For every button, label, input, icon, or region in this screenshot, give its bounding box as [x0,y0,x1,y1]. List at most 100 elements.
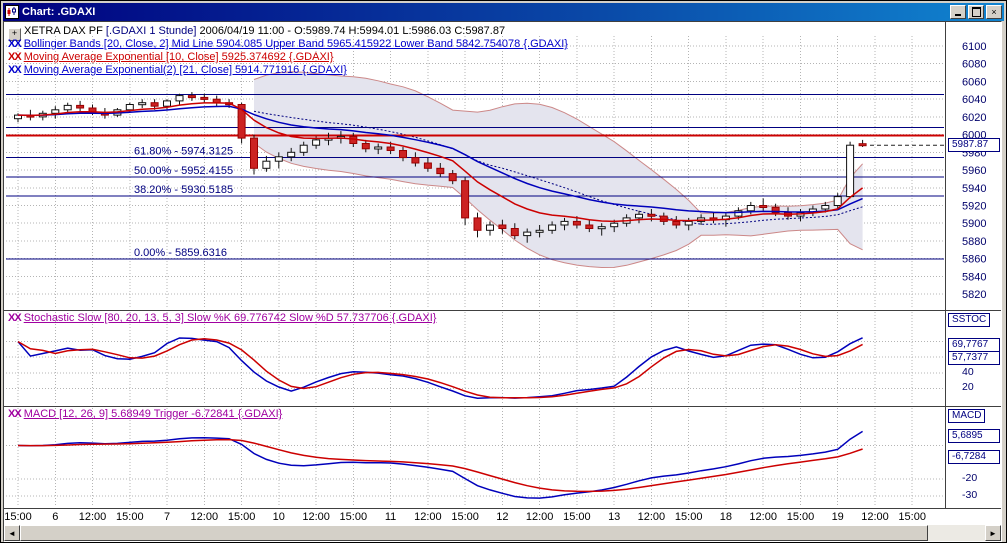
scrollbar-thumb[interactable] [20,525,928,541]
macd-axis-m20: -20 [962,472,978,484]
ema21-line [17,105,863,214]
remove-indicator-icon[interactable]: XX [8,408,22,420]
close-icon: × [991,6,997,17]
stochastic-lines [6,337,944,399]
candle [250,137,258,169]
macd-trigger-box: -6,7284 [948,450,1000,464]
stoch-axis-40: 40 [962,366,974,378]
macd-header[interactable]: XX MACD [12, 26, 9] 5.68949 Trigger -6.72… [8,408,282,420]
price-tick-label: 5940 [962,183,986,195]
candle [846,144,855,198]
candle [299,144,308,153]
scrollbar-right-button[interactable]: ► [985,525,1001,541]
time-tick-label: 15:00 [898,511,926,523]
time-tick-label: 15:00 [563,511,591,523]
candle [150,102,159,107]
time-tick-label: 6 [52,511,58,523]
time-tick-label: 15:00 [4,511,32,523]
candle [858,143,867,147]
remove-indicator-icon[interactable]: XX [8,312,22,324]
instrument-header[interactable]: + XETRA DAX PF [.GDAXI 1 Stunde] 2006/04/… [8,25,505,41]
candle [771,206,780,214]
macd-lines [6,430,944,499]
candle [461,180,470,219]
ema21-header[interactable]: XX Moving Average Exponential(2) [21, Clo… [8,64,347,76]
scrollbar-left-button[interactable]: ◄ [4,525,20,541]
time-tick-label: 18 [720,511,732,523]
time-tick-label: 12:00 [638,511,666,523]
candle [262,160,271,169]
panel-separators [4,22,1001,509]
instrument-symbol: [.GDAXI 1 Stunde] [105,25,197,37]
time-tick-label: 12:00 [79,511,107,523]
time-tick-label: 12:00 [861,511,889,523]
candle [672,220,681,226]
chart-canvas[interactable]: 6100608060606040602060005980596059405920… [4,22,1001,541]
candle [187,95,196,99]
bollinger-header-text: Bollinger Bands [20, Close, 2] Mid Line … [23,38,568,50]
candle [473,217,482,231]
time-tick-label: 13 [608,511,620,523]
candle [510,228,519,237]
stoch-axis-20: 20 [962,381,974,393]
ema10-header-text: Moving Average Exponential [10, Close] 5… [23,51,334,63]
horizontal-scrollbar[interactable]: ◄ ► [4,525,1001,541]
time-axis: 15:00 6 12:00 15:00 7 12:00 15:00 10 12:00 15:00 1… [4,36,926,523]
price-axis-box: 5987.87 [948,138,1000,152]
candle [125,104,134,111]
maximize-button[interactable] [968,5,984,19]
time-tick-label: 15:00 [787,511,815,523]
time-tick-label: 7 [164,511,170,523]
candle [423,162,432,169]
candle [560,220,569,226]
fib-level-label: 38.20% - 5930.5185 [134,184,233,196]
price-tick-label: 5960 [962,165,986,177]
remove-indicator-icon[interactable]: XX [8,51,22,63]
time-tick-label: 10 [273,511,285,523]
bollinger-header[interactable]: XX Bollinger Bands [20, Close, 2] Mid Lin… [8,38,568,50]
candle [200,96,209,100]
remove-indicator-icon[interactable]: XX [8,64,22,76]
candle [597,226,606,230]
candle [734,210,743,217]
candle [386,146,395,151]
candle [486,224,494,231]
candle [411,157,420,164]
ema10-line [17,102,864,223]
candle [361,143,370,150]
candle [237,104,246,139]
price-tick-label: 6060 [962,76,986,88]
price-tick-label: 5840 [962,271,986,283]
window-titlebar[interactable]: Chart: .GDAXI × [3,3,1004,21]
stochastic-header[interactable]: XX Stochastic Slow [80, 20, 13, 5, 3] Slo… [8,312,436,324]
crosshair-icon[interactable]: + [8,28,21,41]
candle [548,224,557,231]
close-button[interactable]: × [986,5,1002,19]
candle [523,231,532,237]
candle [175,95,184,102]
ema10-header[interactable]: XX Moving Average Exponential [10, Close]… [8,51,334,63]
time-tick-label: 11 [385,511,396,523]
instrument-ohlc: 2006/04/19 11:00 - O:5989.74 H:5994.01 L… [199,25,506,37]
maximize-icon [971,7,981,17]
time-tick-label: 12:00 [526,511,554,523]
minimize-icon [955,6,961,16]
candle [374,146,383,150]
time-tick-label: 15:00 [451,511,479,523]
candle [833,196,842,207]
time-tick-label: 15:00 [116,511,144,523]
stoch-k-box: 69,7767 [948,338,1000,352]
time-tick-label: 12:00 [191,511,219,523]
candle [163,100,171,107]
ema21-header-text: Moving Average Exponential(2) [21, Close… [23,64,347,76]
remove-indicator-icon[interactable]: XX [8,38,22,50]
candle [635,213,643,219]
macd-axis-m30: -30 [962,489,978,501]
candle [821,205,830,210]
price-tick-label: 6080 [962,59,986,71]
fib-level-label: 0.00% - 5859.6316 [134,247,227,259]
candle [647,213,656,217]
minimize-button[interactable] [950,5,966,19]
instrument-name: XETRA DAX PF [24,25,103,37]
